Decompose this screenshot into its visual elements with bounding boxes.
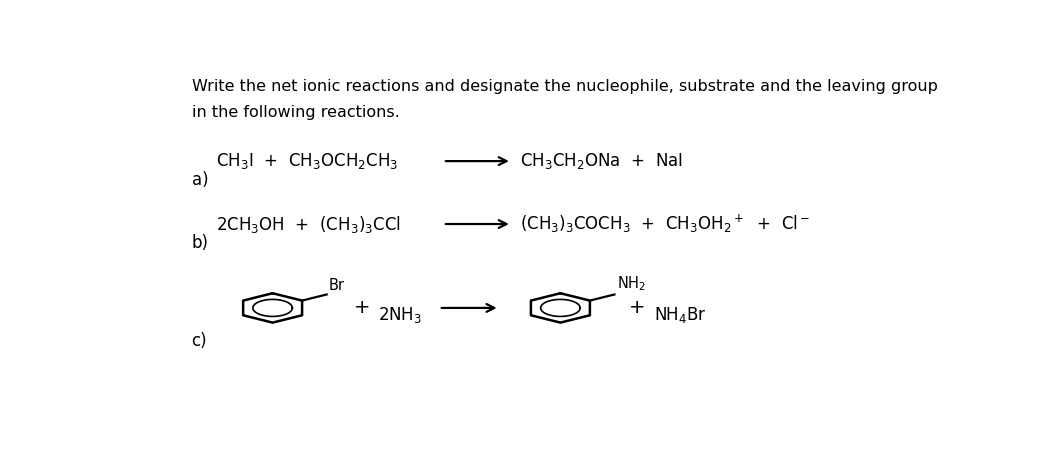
Text: (CH$_3$)$_3$COCH$_3$  +  CH$_3$OH$_2$$^+$  +  Cl$^-$: (CH$_3$)$_3$COCH$_3$ + CH$_3$OH$_2$$^+$ … [520, 213, 810, 235]
Text: c): c) [191, 332, 207, 350]
Text: NH$_4$Br: NH$_4$Br [654, 305, 706, 325]
Text: 2CH$_3$OH  +  (CH$_3$)$_3$CCl: 2CH$_3$OH + (CH$_3$)$_3$CCl [215, 213, 401, 235]
Text: in the following reactions.: in the following reactions. [191, 105, 400, 120]
Text: 2NH$_3$: 2NH$_3$ [378, 305, 422, 325]
Text: Br: Br [329, 278, 345, 293]
Text: +: + [354, 298, 370, 317]
Text: +: + [629, 298, 645, 317]
Text: Write the net ionic reactions and designate the nucleophile, substrate and the l: Write the net ionic reactions and design… [191, 79, 937, 94]
Text: CH$_3$CH$_2$ONa  +  NaI: CH$_3$CH$_2$ONa + NaI [520, 151, 683, 171]
Text: a): a) [191, 171, 208, 189]
Text: b): b) [191, 234, 208, 252]
Text: NH$_2$: NH$_2$ [617, 274, 645, 293]
Text: CH$_3$I  +  CH$_3$OCH$_2$CH$_3$: CH$_3$I + CH$_3$OCH$_2$CH$_3$ [215, 151, 399, 171]
